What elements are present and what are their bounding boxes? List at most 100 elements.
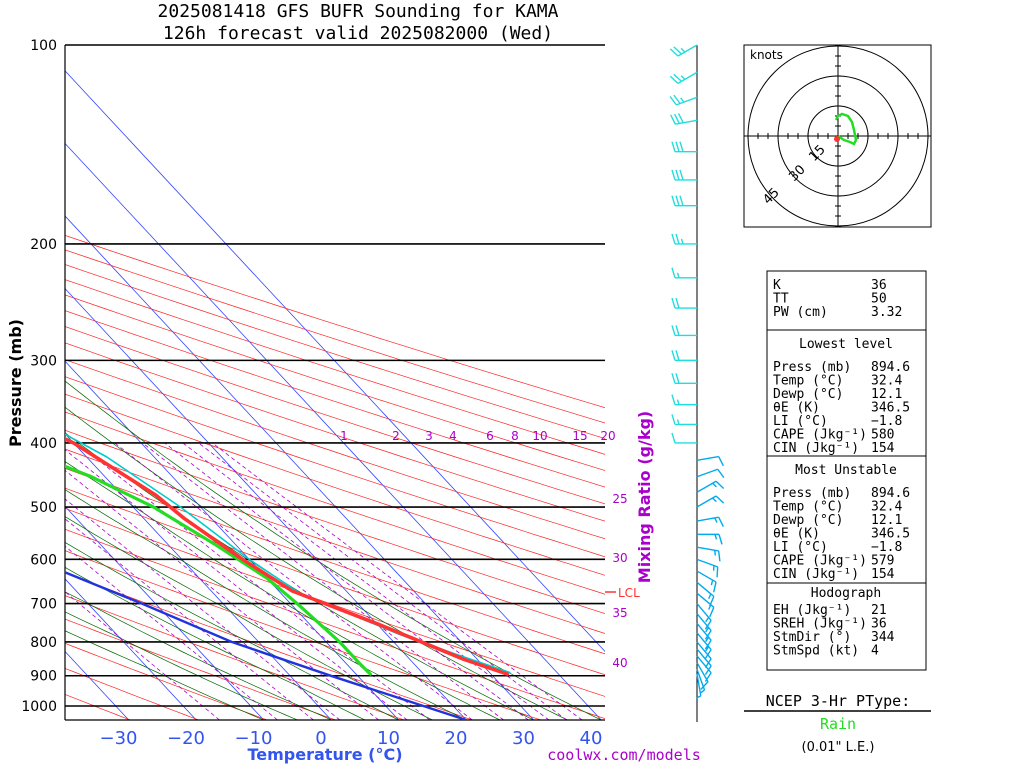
temperature-tick-label: −10 [235, 728, 273, 749]
param-label: Press (mb) [773, 360, 851, 375]
param-label: StmSpd (kt) [773, 644, 859, 659]
y-axis-label: Pressure (mb) [6, 319, 25, 447]
moist-adiabat-line [65, 489, 467, 720]
param-label: PW (cm) [773, 305, 828, 320]
mixing-ratio-line [65, 545, 278, 720]
moist-adiabat-line [65, 380, 602, 720]
pressure-tick-label: 700 [30, 597, 57, 613]
wind-barb [671, 432, 697, 444]
mixing-ratio-tick: 15 [572, 429, 587, 443]
hodograph-units: knots [750, 48, 783, 62]
wind-barb [671, 373, 697, 385]
temperature-tick-label: −20 [167, 728, 205, 749]
ptype-note: (0.01" L.E.) [802, 740, 875, 755]
pressure-tick-label: 100 [30, 38, 57, 54]
param-label: SREH (Jkg⁻¹) [773, 617, 867, 632]
dry-adiabat-line [65, 595, 405, 720]
mixing-ratio-line [114, 442, 473, 720]
param-value: 580 [871, 428, 894, 443]
pressure-tick-label: 200 [30, 237, 57, 253]
dry-adiabat-line [65, 376, 605, 558]
ptype-value: Rain [820, 715, 856, 733]
temperature-profile [65, 436, 510, 676]
sounding-profiles [65, 433, 511, 720]
wind-barb [695, 674, 702, 699]
mixing-ratio-tick: 20 [600, 429, 615, 443]
dry-adiabat-line [65, 507, 605, 697]
wind-barb [671, 297, 697, 309]
param-value: 50 [871, 292, 887, 307]
dry-adiabat-line [65, 550, 542, 720]
dry-adiabat-line [65, 572, 473, 720]
dry-adiabat-line [65, 294, 605, 471]
mixing-ratio-line [212, 442, 583, 720]
param-value: 12.1 [871, 387, 902, 402]
isotherm-line [65, 70, 605, 653]
wind-barb [696, 632, 712, 659]
temperature-tick-label: −30 [100, 728, 138, 749]
param-value: 154 [871, 567, 895, 582]
param-value: 36 [871, 278, 887, 293]
moist-adiabat-line [65, 611, 298, 720]
wind-barb [671, 325, 697, 337]
moist-adiabat-line [65, 630, 264, 720]
param-label: Dewp (°C) [773, 513, 843, 528]
dry-adiabat-line [65, 310, 605, 488]
mixing-ratio-line [198, 442, 567, 720]
mixing-ratio-line [65, 469, 379, 720]
mixing-ratio-tick: 1 [340, 429, 348, 443]
wind-barb [696, 592, 715, 618]
temperature-tick-label: 10 [377, 728, 400, 749]
wind-barb [696, 516, 724, 527]
temperature-tick-label: 30 [512, 728, 535, 749]
wind-barbs [669, 44, 725, 699]
moist-adiabat-line [65, 591, 332, 720]
virtual-temperature-profile [65, 433, 511, 674]
hodograph-trace [834, 112, 858, 146]
param-value: 344 [871, 630, 895, 645]
param-label: LI (°C) [773, 540, 828, 555]
pressure-tick-label: 400 [30, 436, 57, 452]
dry-adiabat-line [65, 642, 268, 720]
dry-adiabat-line [65, 249, 605, 424]
param-value: −1.8 [871, 414, 902, 429]
moist-adiabat-line [65, 566, 366, 720]
wind-barb [696, 495, 725, 508]
wind-barb [696, 603, 712, 630]
footer-site: coolwx.com/models [547, 746, 701, 764]
param-value: 3.32 [871, 305, 902, 320]
temperature-tick-label: 0 [315, 728, 326, 749]
wind-barb [670, 113, 698, 125]
mixing-ratio-tick: 30 [612, 551, 627, 565]
mixing-ratio-line [164, 442, 529, 720]
param-value: 12.1 [871, 513, 902, 528]
dry-adiabat-line [65, 411, 605, 595]
param-value: 894.6 [871, 486, 910, 501]
moist-adiabat-line [65, 461, 501, 720]
temperature-tick-label: 20 [445, 728, 468, 749]
param-value: −1.8 [871, 540, 902, 555]
dry-adiabat-line [65, 528, 605, 719]
mixing-ratio-axis-label: Mixing Ratio (g/kg) [635, 411, 654, 583]
dry-adiabat-line [65, 668, 199, 720]
table-section-title: Most Unstable [795, 463, 897, 478]
param-label: CIN (Jkg⁻¹) [773, 567, 859, 582]
wind-barb [697, 533, 723, 545]
wind-barb [696, 558, 719, 578]
wind-barb [671, 141, 697, 153]
mixing-ratio-line [142, 442, 504, 720]
pressure-tick-label: 300 [30, 353, 57, 369]
wind-barb [671, 350, 697, 362]
param-value: 4 [871, 644, 879, 659]
param-value: 32.4 [871, 374, 902, 389]
dry-adiabat-line [65, 429, 605, 614]
mixing-ratio-labels: 1 2 3 4 6 8 10 15 20 25 30 35 40 [340, 429, 627, 670]
param-label: LI (°C) [773, 414, 828, 429]
mixing-ratio-tick: 4 [449, 429, 457, 443]
dry-adiabat-line [65, 264, 605, 439]
mixing-ratio-tick: 2 [392, 429, 400, 443]
mixing-ratio-line [65, 498, 341, 720]
param-label: CIN (Jkg⁻¹) [773, 441, 859, 456]
wind-barb [671, 414, 697, 426]
